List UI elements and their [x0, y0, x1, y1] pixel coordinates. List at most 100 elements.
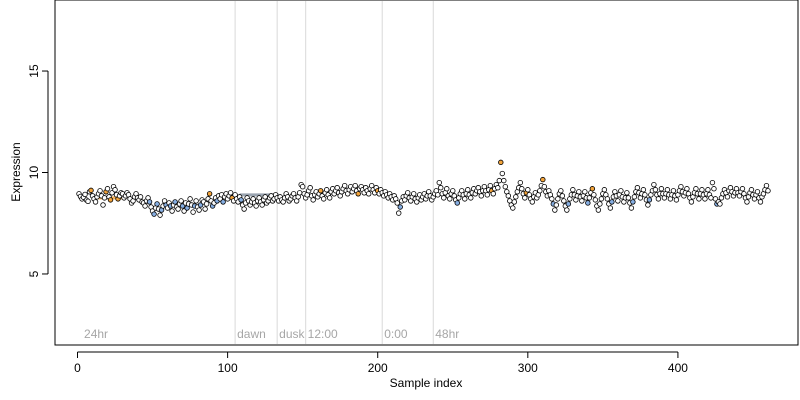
data-point: [262, 194, 268, 200]
data-point: [601, 187, 608, 193]
data-point: [537, 188, 543, 194]
data-point: [172, 199, 178, 205]
data-point: [711, 186, 717, 192]
data-point: [688, 199, 695, 205]
data-point: [241, 206, 247, 212]
data-point: [618, 188, 624, 194]
data-point: [540, 176, 546, 183]
x-tick-label: 200: [368, 361, 388, 375]
data-point: [465, 187, 471, 193]
data-point: [92, 199, 99, 205]
data-point: [154, 201, 160, 207]
data-point: [615, 198, 621, 204]
data-point: [468, 195, 474, 201]
data-point: [631, 194, 638, 200]
data-point: [190, 209, 196, 215]
data-point: [299, 184, 306, 190]
data-point: [624, 190, 630, 196]
data-point: [705, 187, 711, 193]
data-point: [655, 196, 662, 202]
data-point: [498, 159, 504, 166]
data-point: [101, 195, 108, 201]
x-axis: 0 100 200 300 400: [74, 351, 688, 375]
data-point: [366, 191, 372, 197]
data-point: [739, 186, 746, 192]
y-tick-label: 5: [27, 270, 41, 277]
data-point: [597, 201, 603, 207]
data-point: [640, 187, 647, 193]
plot-frame: [54, 0, 799, 346]
data-point: [592, 197, 599, 203]
data-point: [501, 177, 507, 184]
data-point: [169, 208, 175, 214]
data-point: [411, 191, 417, 197]
data-point: [582, 189, 588, 195]
y-axis: 5 10 15: [27, 64, 49, 277]
data-point: [436, 179, 442, 186]
data-point: [630, 199, 636, 205]
data-point: [435, 192, 441, 198]
data-point: [259, 202, 265, 208]
data-point: [642, 192, 648, 198]
x-tick-label: 400: [668, 361, 688, 375]
data-point: [85, 198, 91, 205]
data-point: [202, 206, 208, 212]
data-point: [754, 189, 761, 195]
data-point: [107, 197, 114, 203]
data-point: [334, 185, 340, 191]
data-point: [744, 199, 750, 205]
data-point: [112, 187, 118, 193]
data-point: [447, 196, 453, 202]
data-point: [591, 192, 597, 198]
data-point: [151, 211, 157, 217]
data-point: [146, 199, 153, 205]
data-point: [142, 203, 148, 209]
data-point: [341, 182, 348, 189]
data-point: [604, 196, 611, 202]
data-point: [462, 196, 468, 202]
data-point: [709, 179, 716, 186]
data-point: [559, 193, 566, 199]
time-markers: 24hr dawn dusk 12:00 0:00 48hr: [84, 1, 459, 344]
data-point: [441, 195, 447, 201]
data-point: [323, 187, 330, 193]
data-point: [478, 193, 484, 199]
data-point: [757, 199, 764, 205]
y-tick-label: 15: [27, 64, 41, 78]
data-point: [296, 190, 303, 196]
data-point: [561, 198, 567, 204]
data-point: [310, 197, 316, 203]
data-point: [405, 190, 411, 196]
data-point: [490, 191, 496, 197]
y-axis-label: Expression: [9, 142, 23, 201]
data-point: [444, 186, 450, 192]
data-point: [658, 186, 665, 192]
data-point: [541, 184, 548, 190]
data-point: [684, 186, 690, 192]
data-point: [607, 205, 614, 211]
data-point: [553, 202, 560, 208]
data-point: [196, 207, 202, 213]
x-tick-label: 100: [218, 361, 238, 375]
data-point: [487, 182, 493, 189]
y-tick-label: 10: [27, 166, 41, 180]
data-point: [320, 196, 327, 202]
data-point: [708, 195, 714, 201]
x-axis-label: Sample index: [390, 376, 463, 390]
data-point: [558, 188, 564, 194]
data-point: [104, 186, 111, 192]
data-point: [598, 196, 605, 202]
data-point: [499, 170, 506, 177]
data-point: [579, 198, 585, 204]
data-point: [505, 193, 512, 199]
data-point: [763, 182, 770, 189]
data-point: [511, 199, 518, 205]
data-point: [519, 186, 525, 192]
data-point: [513, 194, 519, 200]
time-marker-label: 48hr: [435, 327, 459, 341]
data-point: [652, 187, 659, 193]
data-point: [253, 203, 259, 209]
time-marker-label: 0:00: [384, 327, 408, 341]
data-point: [157, 212, 163, 218]
